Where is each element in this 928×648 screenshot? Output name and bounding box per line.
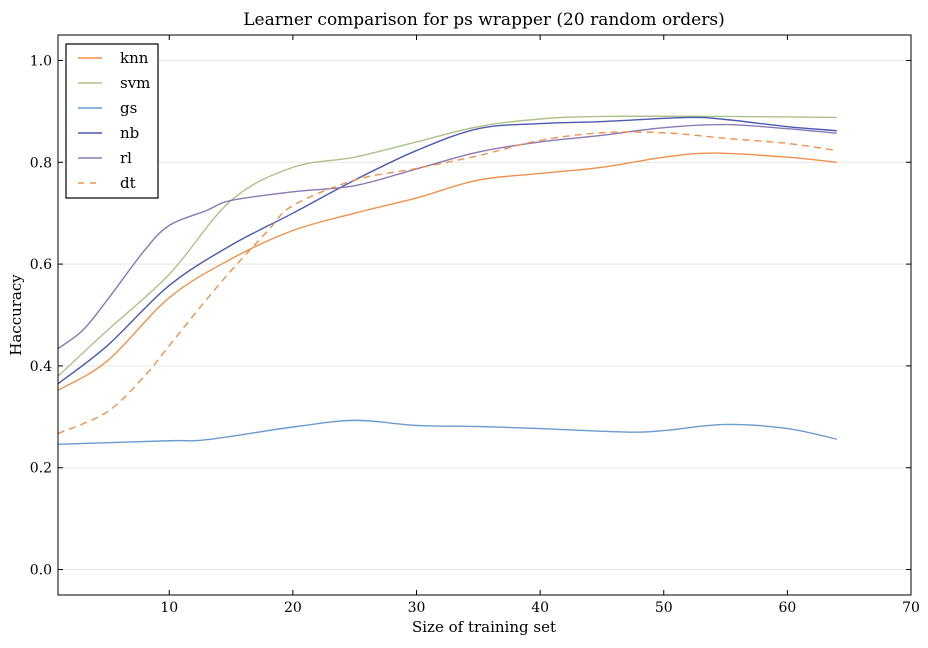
- series-line-rl: [57, 123, 837, 350]
- legend: knn svm gs nb rl dt: [65, 43, 159, 199]
- chart-title: Learner comparison for ps wrapper (20 ra…: [243, 10, 724, 30]
- legend-label-nb: nb: [120, 124, 139, 142]
- series-line-dt: [57, 131, 837, 435]
- x-tick-label: 70: [902, 600, 920, 616]
- y-tick-label: 0.2: [30, 461, 52, 477]
- y-tick-label: 0.0: [30, 563, 52, 579]
- x-tick-label: 60: [778, 600, 796, 616]
- series-line-knn: [57, 152, 837, 391]
- legend-label-knn: knn: [120, 49, 149, 67]
- series-line-gs: [57, 419, 837, 446]
- y-tick-label: 0.8: [30, 155, 52, 171]
- legend-box: [65, 43, 159, 199]
- x-tick-label: 20: [284, 600, 302, 616]
- x-axis-label: Size of training set: [412, 618, 556, 636]
- plot-frame: [57, 34, 912, 596]
- x-tick-label: 40: [531, 600, 549, 616]
- x-tick-label: 30: [408, 600, 426, 616]
- y-tick-label: 1.0: [30, 53, 52, 69]
- axis-ticks: 0.0 0.2 0.4 0.6 0.8 1.0 10 20 30 40 50 60 70: [30, 35, 920, 616]
- x-tick-label: 10: [160, 600, 178, 616]
- legend-label-rl: rl: [120, 149, 132, 167]
- x-tick-label: 50: [655, 600, 673, 616]
- legend-label-gs: gs: [120, 99, 137, 117]
- legend-label-dt: dt: [120, 174, 136, 192]
- legend-label-svm: svm: [120, 74, 150, 92]
- series-line-nb: [57, 116, 837, 385]
- y-tick-label: 0.6: [30, 257, 52, 273]
- y-tick-label: 0.4: [30, 359, 52, 375]
- y-axis-label: Haccuracy: [7, 274, 25, 356]
- grid: [58, 59, 911, 571]
- series-lines: [57, 115, 837, 446]
- series-line-svm: [57, 115, 837, 377]
